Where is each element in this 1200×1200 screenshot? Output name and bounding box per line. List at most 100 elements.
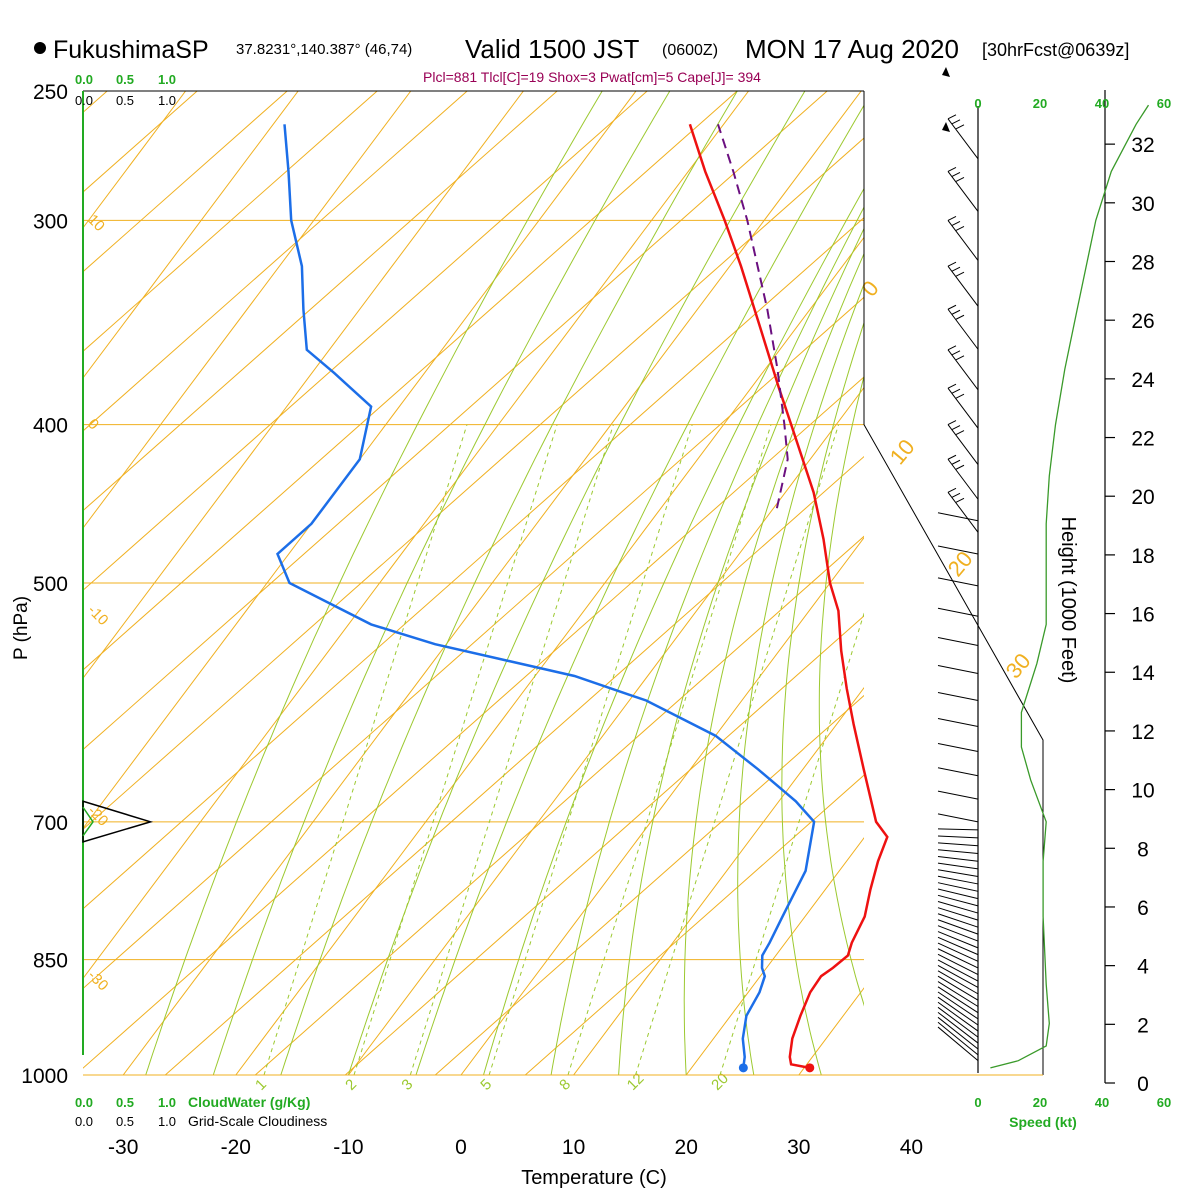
isotherm-label: 10 [885,434,920,469]
mixing-ratio-label: 1 [252,1076,270,1094]
isotherm-line [685,837,864,1075]
moist-adiabat-line [483,187,864,1075]
speed-axis-label: Speed (kt) [1009,1114,1077,1130]
valid-time: Valid 1500 JST [465,34,640,64]
dry-adiabat-label: 10 [84,211,108,235]
speed-scale-bottom: 20 [1033,1095,1047,1110]
wind-barb [937,1006,979,1038]
wind-barb [937,948,979,969]
dry-adiabat-line [83,91,738,671]
isobars [83,91,864,1075]
pressure-tick-label: 250 [33,81,68,104]
height-tick-label: 28 [1131,251,1154,274]
wind-barb [937,970,979,995]
height-tick-label: 22 [1131,428,1154,451]
moist-adiabat-line [415,104,864,1075]
height-tick-label: 2 [1137,1014,1149,1037]
isotherm-label: 20 [943,546,978,581]
wind-barb [937,907,979,921]
pressure-tick-label: 700 [33,812,68,835]
wind-barb-feather [955,225,965,231]
mixing-ratio-line [409,424,614,1075]
moist-adiabat-line [145,91,603,1075]
height-tick-label: 30 [1131,193,1154,216]
temperature-tick-label: 0 [455,1136,467,1159]
cloudiness-profile [82,800,154,843]
height-tick-label: 18 [1131,545,1154,568]
cloudwater-scale-bottom: 0.5 [116,1095,134,1110]
cloudiness-scale-top: 1.0 [158,93,176,108]
dry-adiabat-line [164,455,864,1075]
wind-barb [937,862,979,870]
mixing-ratio-line [353,424,558,1075]
cloudiness-scale-top: 0.5 [116,93,134,108]
isotherm-line [911,91,1200,1075]
stability-indices: Plcl=881 Tlcl[C]=19 Shox=3 Pwat[cm]=5 Ca… [423,69,761,85]
station-name: FukushimaSP [53,36,209,64]
wind-barb-feather [955,355,965,361]
y-axis-label: P (hPa) [11,596,32,660]
pressure-tick-label: 300 [33,210,68,233]
wind-barb [947,491,979,533]
wind-barb [947,387,979,429]
valid-date: MON 17 Aug 2020 [745,34,959,64]
wind-barb [937,959,979,982]
cloud-scales: 0.0 0.0 0.0 0.0 0.5 0.5 0.5 0.5 1.0 1.0 1.0 1.0 Clou… [75,72,327,1129]
speed-scale-bottom: 60 [1157,1095,1171,1110]
wind-barb [937,888,979,900]
wind-barb-feather [955,314,965,320]
temperature-surface-marker [805,1063,815,1073]
height-tick-label: 0 [1137,1073,1149,1096]
dry-adiabat-line [83,91,378,352]
wind-barb [947,349,979,391]
moist-adiabat-line [781,321,864,1075]
wind-barb-feather [947,345,957,351]
wind-barb [937,931,979,949]
dry-adiabat-line [434,694,864,1075]
dewpoint-surface-marker [738,1063,748,1073]
wind-barb-pennant [942,67,950,77]
wind-barb-feather [955,393,965,399]
height-tick-label: 14 [1131,662,1155,685]
cloudwater-profile [82,806,94,837]
wind-barb [937,894,979,907]
mixing-ratio-label: 2 [342,1076,360,1094]
wind-barb [947,308,979,350]
dry-adiabat-line [83,91,468,432]
mixing-ratio-label: 12 [624,1070,648,1094]
wind-barb-feather [955,497,965,503]
wind-barb [937,1026,979,1062]
moist-adiabat-line [280,91,738,1075]
sounding-series [276,123,889,1073]
moist-adiabat-line [212,91,671,1075]
parcel-line [717,123,789,509]
isotherm-label: 30 [1001,648,1036,683]
isotherm-line [235,236,864,1075]
wind-barb [937,882,979,892]
pressure-tick-label: 1000 [21,1065,68,1088]
wind-speed-line [990,104,1150,1069]
wind-barb [937,767,979,777]
wind-barb-feather [951,220,961,226]
moist-adiabat-line [347,91,806,1075]
height-tick-label: 20 [1131,486,1154,509]
wind-barb-feather [951,425,961,431]
wind-barb [937,835,979,839]
mixing-ratio-line [567,424,772,1075]
wind-barb-feather [947,383,957,389]
dry-adiabat-line [83,91,828,751]
dry-adiabat-labels: 100-10-20-30 [84,211,111,994]
wind-barb [937,964,979,988]
temperature-tick-label: 20 [675,1136,698,1159]
wind-barb [937,691,979,701]
wind-barb [937,875,979,885]
height-tick-label: 8 [1137,838,1149,861]
cloudwater-scale-top: 0.5 [116,72,134,87]
header: FukushimaSP 37.8231°,140.387° (46,74) Vali… [34,34,1129,85]
wind-barb-pennant [942,122,950,132]
wind-barb [937,901,979,914]
